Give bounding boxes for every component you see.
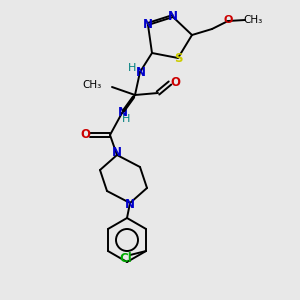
Text: N: N [168, 11, 178, 23]
Text: N: N [136, 65, 146, 79]
Text: H: H [128, 63, 136, 73]
Text: H: H [122, 114, 130, 124]
Text: N: N [112, 146, 122, 158]
Text: CH₃: CH₃ [243, 15, 262, 25]
Text: CH₃: CH₃ [83, 80, 102, 90]
Text: O: O [170, 76, 180, 88]
Text: N: N [125, 199, 135, 212]
Text: O: O [223, 15, 233, 25]
Text: N: N [143, 19, 153, 32]
Text: O: O [80, 128, 90, 142]
Text: S: S [174, 52, 182, 64]
Text: N: N [118, 106, 128, 118]
Text: Cl: Cl [120, 251, 132, 265]
